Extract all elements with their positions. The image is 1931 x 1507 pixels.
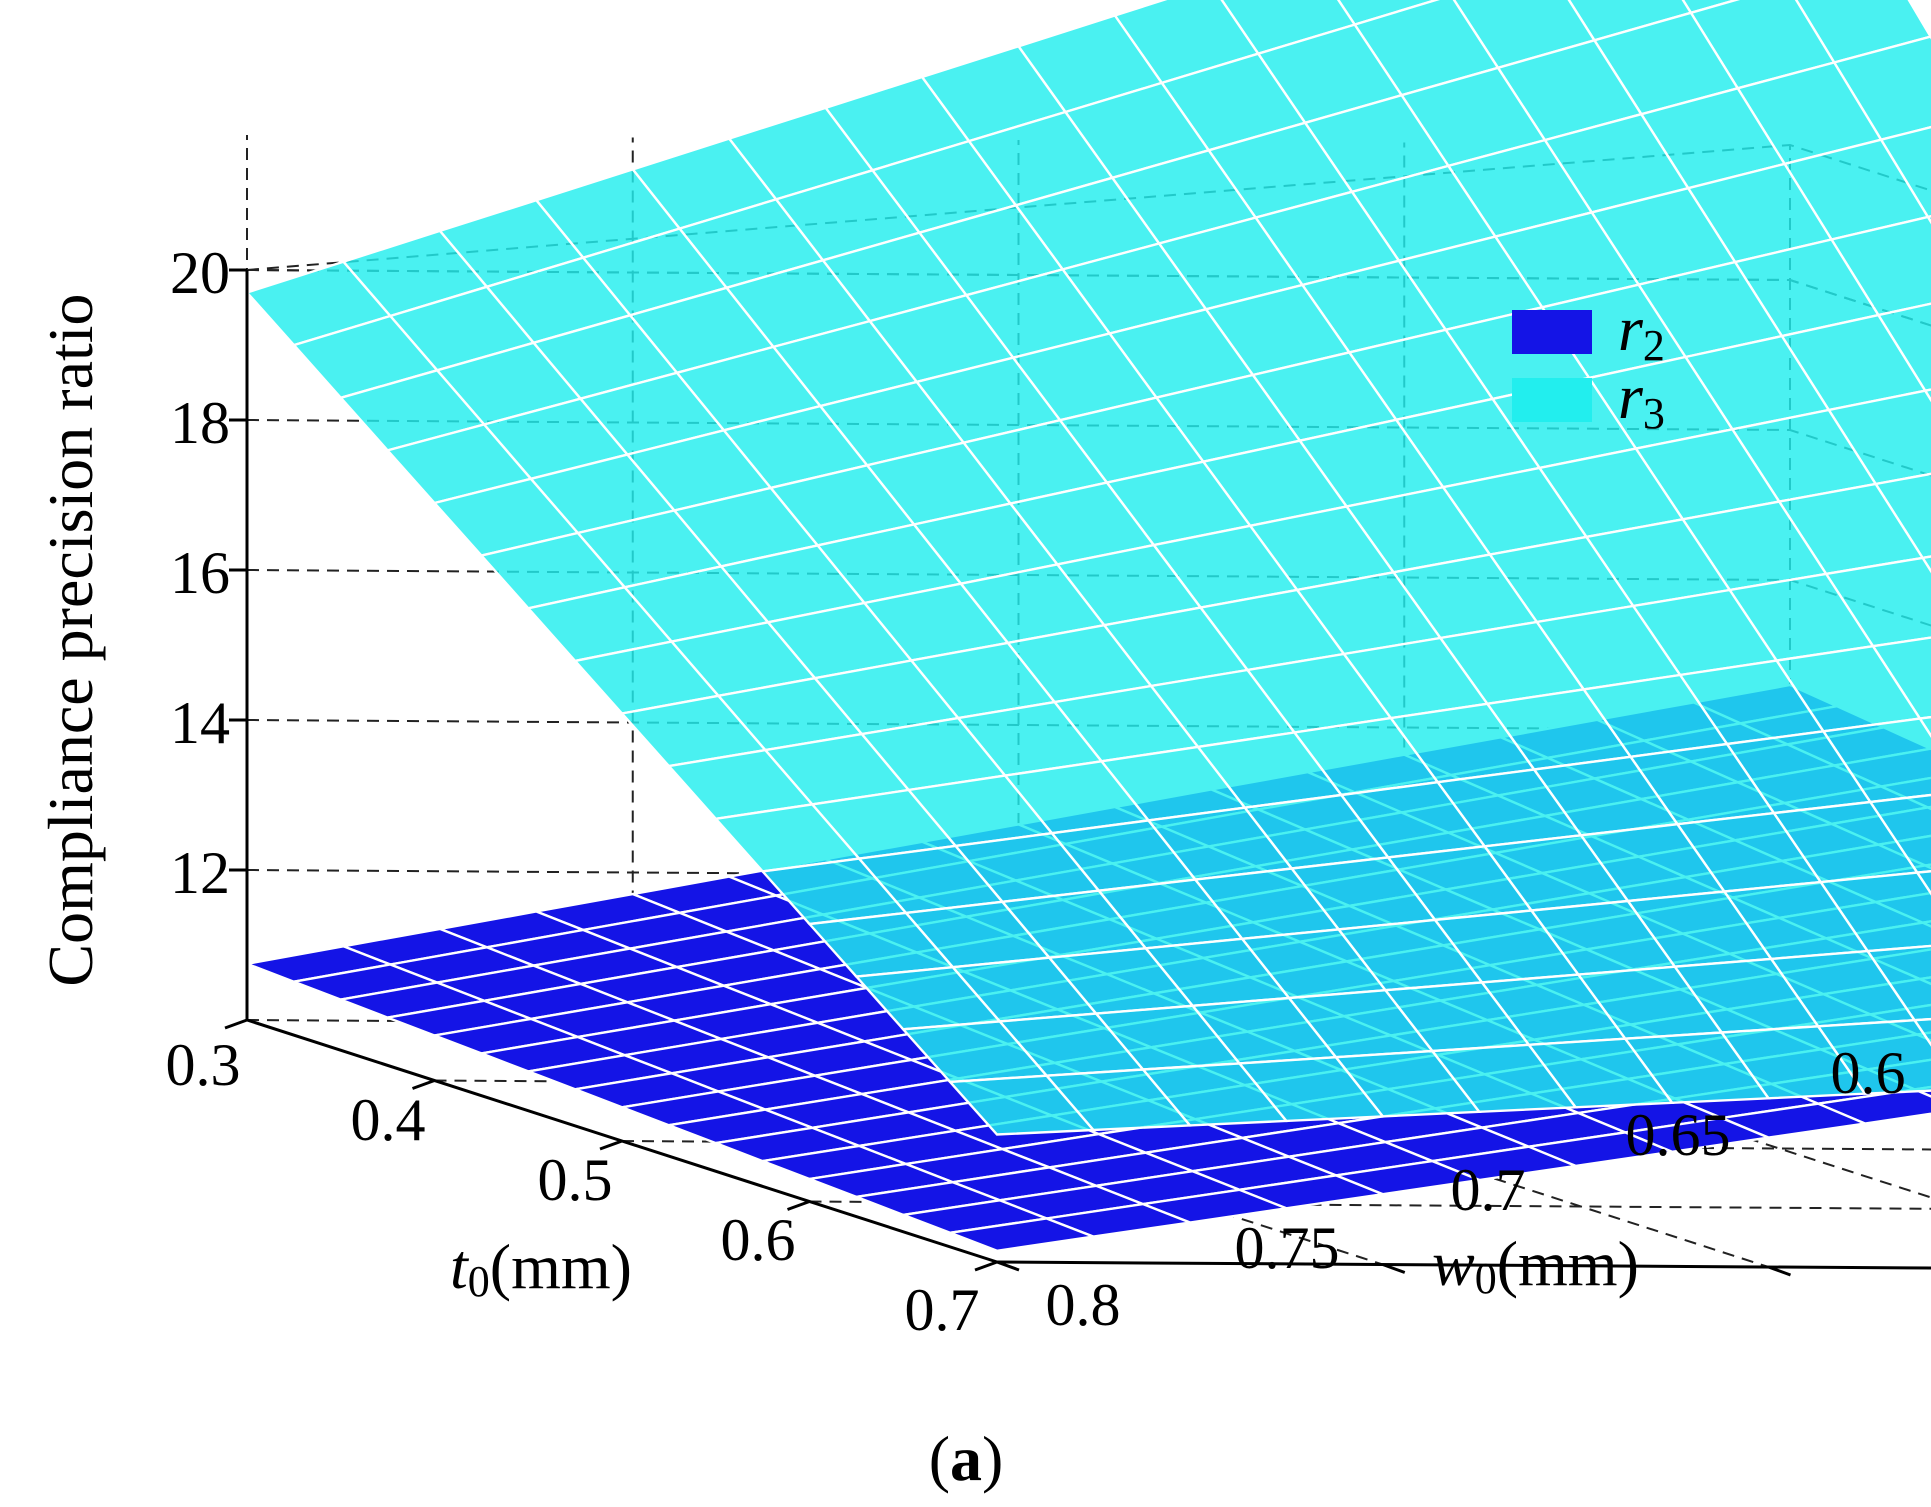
t0-tick [786, 1200, 811, 1211]
z-tick-labels: 12 14 16 18 20 [170, 240, 230, 906]
z-tick-label: 16 [170, 540, 230, 606]
legend-label-r3: r3 [1618, 361, 1665, 438]
t0-tick-labels: 0.3 0.4 0.5 0.6 0.7 [166, 1032, 980, 1343]
t0-tick [599, 1139, 623, 1151]
t0-tick-label: 0.3 [166, 1032, 241, 1098]
w0-tick [1382, 1263, 1406, 1274]
w0-tick-label: 0.65 [1626, 1102, 1731, 1168]
legend-r2-var: r [1618, 293, 1644, 364]
t0-axis-label: t0(mm) [450, 1231, 632, 1306]
w0-axis-unit: (mm) [1497, 1228, 1639, 1299]
legend-swatch-r3 [1512, 378, 1592, 422]
panel-label: (a) [929, 1423, 1004, 1494]
w0-axis-label: w0(mm) [1432, 1228, 1639, 1303]
w0-tick [1767, 1265, 1792, 1277]
w0-tick-label: 0.75 [1235, 1215, 1340, 1281]
t0-axis-var: t [450, 1231, 470, 1302]
t0-tick [411, 1079, 436, 1090]
t0-tick-label: 0.4 [351, 1087, 426, 1153]
t0-tick-label: 0.5 [538, 1147, 613, 1213]
w0-tick-label: 0.6 [1831, 1040, 1906, 1106]
surface-cell-r2 [945, 1217, 1099, 1253]
surfaces [242, 0, 1931, 1253]
surface-cell-r3 [947, 1074, 1096, 1136]
w0-axis-var: w [1432, 1228, 1475, 1299]
axes [224, 268, 1931, 1277]
w0-axis-sub: 0 [1475, 1254, 1497, 1303]
panel-letter: a [950, 1423, 982, 1494]
w0-tick-label: 0.7 [1451, 1157, 1526, 1223]
legend-r3-sub: 3 [1643, 389, 1665, 438]
surface-r3 [244, 0, 1931, 1136]
w0-tick [996, 1260, 1020, 1272]
t0-tick [224, 1018, 248, 1030]
t0-axis-unit: (mm) [490, 1231, 632, 1302]
t0-tick-label: 0.7 [905, 1277, 980, 1343]
legend-label-r2: r2 [1618, 293, 1665, 370]
legend-r2-sub: 2 [1643, 321, 1665, 370]
z-tick-label: 14 [170, 690, 230, 756]
legend: r2 r3 [1512, 293, 1665, 438]
z-tick-label: 20 [170, 240, 230, 306]
t0-axis-sub: 0 [468, 1257, 490, 1306]
z-tick-label: 12 [170, 840, 230, 906]
z-tick-label: 18 [170, 390, 230, 456]
z-axis-label: Compliance precision ratio [35, 293, 106, 986]
t0-tick-label: 0.6 [721, 1207, 796, 1273]
w0-tick-label: 0.8 [1046, 1272, 1121, 1338]
legend-swatch-r2 [1512, 310, 1592, 354]
w0-tick-labels: 0.6 0.65 0.7 0.75 0.8 [1046, 1040, 1906, 1338]
t0-tick [974, 1260, 998, 1272]
legend-r3-var: r [1618, 361, 1644, 432]
